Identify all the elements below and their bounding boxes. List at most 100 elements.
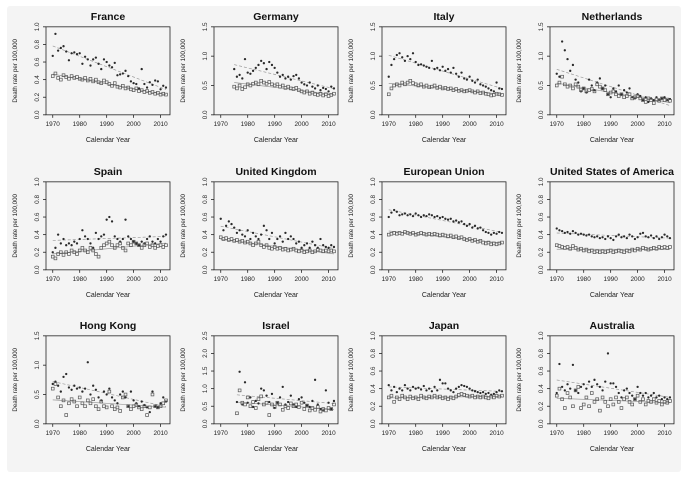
data-point [490, 393, 493, 397]
data-point [59, 46, 62, 50]
data-point [284, 231, 287, 234]
data-point [259, 394, 263, 399]
data-point [56, 384, 60, 388]
plot-box [45, 335, 171, 425]
data-point [61, 398, 66, 403]
data-point [630, 403, 634, 407]
data-point [563, 406, 567, 411]
data-point [280, 83, 285, 88]
data-point [69, 74, 74, 78]
y-axis-label: Death rate per 100,000 [12, 193, 19, 257]
y-axis-label: Death rate per 100,000 [516, 193, 523, 257]
data-point [148, 244, 152, 249]
data-point [251, 243, 255, 247]
data-point [104, 241, 109, 245]
y-tick-label: 0.0 [34, 419, 41, 428]
data-point [289, 78, 292, 81]
lower-series-trendline [220, 238, 335, 254]
data-point [145, 89, 149, 93]
x-axis-label: Calendar Year [86, 291, 131, 298]
y-tick-label: 1.0 [538, 177, 545, 186]
data-point [319, 89, 322, 92]
data-point [430, 390, 434, 393]
data-point [479, 226, 482, 229]
data-point [164, 86, 168, 89]
data-point [97, 237, 100, 240]
y-tick-label: 0.0 [34, 265, 41, 274]
data-point [121, 237, 124, 240]
data-point [390, 389, 393, 392]
data-point [123, 393, 128, 397]
panel-european-union: European Union 0.0 0.2 0.4 0.6 0.8 1.0 1970 1980… [344, 162, 512, 317]
data-point [436, 389, 439, 392]
panel-title: Spain [94, 165, 123, 177]
data-point [665, 401, 670, 405]
data-point [395, 210, 398, 213]
upper-series-points [51, 215, 168, 254]
data-point [159, 402, 162, 405]
x-tick-label: 2010 [321, 430, 336, 437]
data-point [291, 404, 296, 409]
data-point [89, 241, 92, 245]
data-point [454, 234, 458, 238]
data-point [579, 386, 583, 389]
y-tick-label: 1.5 [202, 366, 209, 375]
x-tick-label: 2000 [126, 121, 141, 128]
data-point [94, 388, 98, 392]
data-point [140, 240, 143, 243]
data-point [148, 234, 151, 238]
data-point [78, 237, 81, 240]
data-point [241, 77, 244, 80]
y-tick-label: 1.0 [370, 331, 377, 340]
data-point [646, 96, 651, 101]
data-point [124, 218, 127, 221]
data-point [118, 73, 122, 76]
data-point [127, 405, 130, 408]
data-point [596, 234, 599, 238]
x-tick-label: 1990 [436, 275, 451, 282]
data-point [398, 387, 401, 391]
x-tick-label: 2000 [462, 430, 477, 437]
data-point [73, 240, 76, 243]
data-point [284, 77, 287, 80]
data-point [592, 89, 597, 94]
y-tick-label: 0.2 [370, 402, 377, 411]
data-point [487, 392, 490, 395]
x-tick-label: 1980 [409, 275, 424, 282]
data-point [267, 413, 272, 418]
data-point [647, 396, 650, 399]
data-point [110, 219, 114, 223]
data-point [137, 87, 141, 90]
upper-series-points [51, 361, 168, 414]
data-point [56, 396, 60, 400]
data-point [75, 241, 79, 245]
data-point [145, 241, 149, 245]
data-point [140, 400, 143, 404]
data-point [392, 386, 396, 389]
data-point [619, 406, 624, 411]
y-tick-label: 0.2 [34, 92, 41, 101]
data-point [272, 405, 277, 410]
x-tick-label: 1980 [577, 275, 592, 282]
y-tick-label: 0.2 [202, 247, 209, 256]
data-point [305, 404, 309, 408]
data-point [603, 88, 608, 92]
data-point [584, 247, 589, 252]
data-point [299, 248, 304, 252]
data-point [557, 80, 562, 85]
data-point [666, 398, 669, 401]
data-point [233, 67, 236, 71]
data-point [601, 87, 604, 90]
data-point [292, 237, 295, 240]
data-point [595, 82, 599, 87]
data-point [140, 67, 143, 71]
data-point [102, 243, 106, 247]
data-point [265, 228, 268, 232]
x-tick-label: 2010 [153, 275, 168, 282]
data-point [256, 397, 261, 402]
data-point [51, 250, 54, 254]
data-point [164, 92, 168, 97]
data-point [240, 238, 245, 243]
panel-title: European Union [403, 165, 484, 177]
data-point [441, 215, 444, 218]
